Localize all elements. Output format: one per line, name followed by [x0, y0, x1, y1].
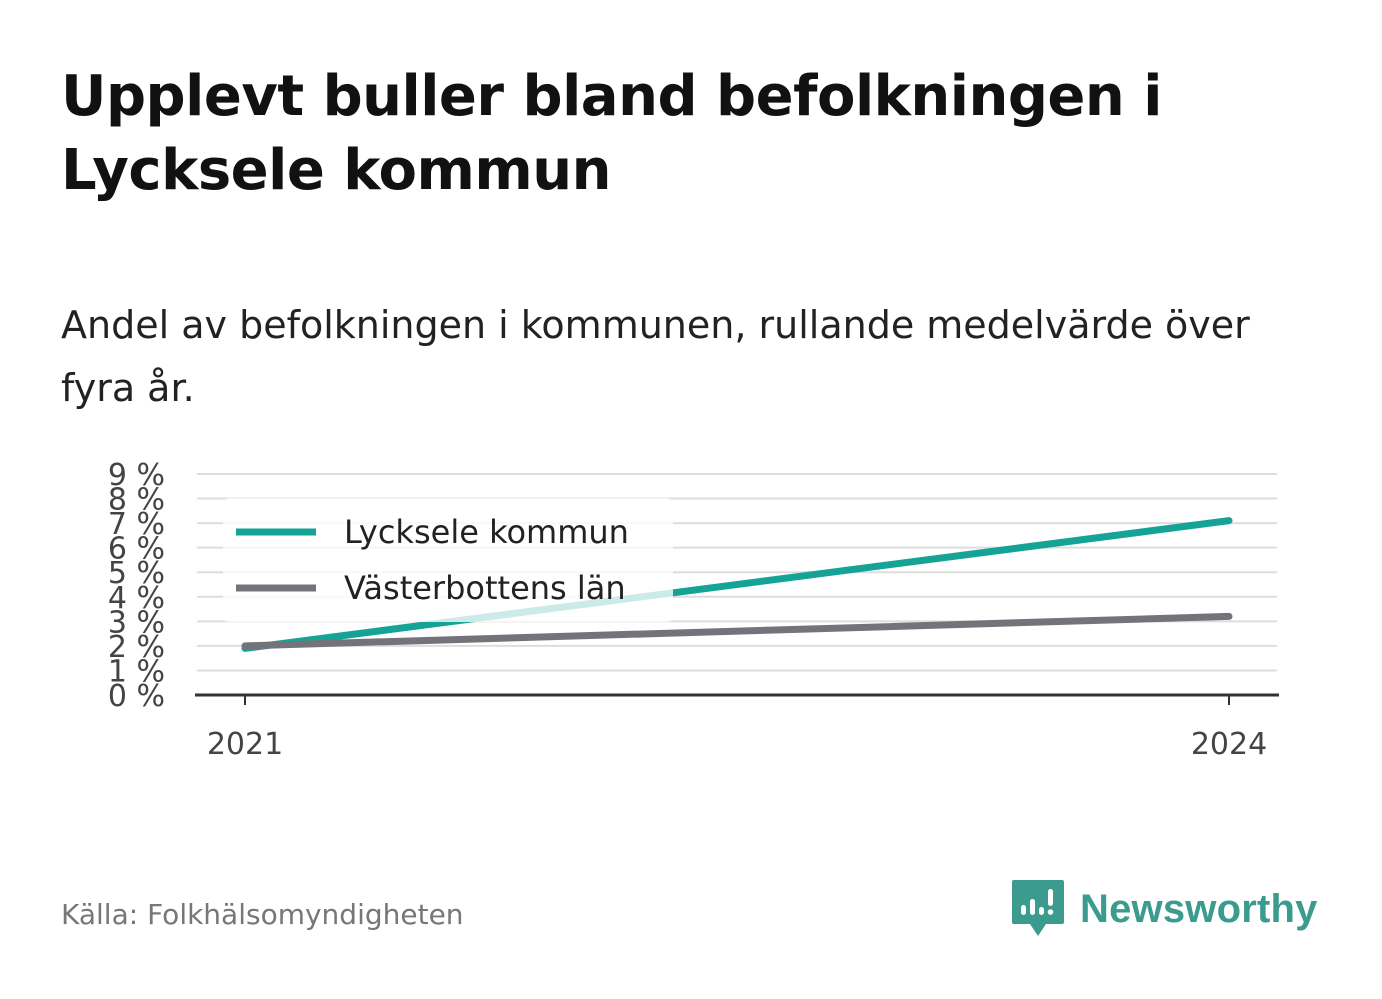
legend-label-vasterbotten: Västerbottens län: [344, 569, 626, 607]
y-tick-label: 7 %: [108, 507, 165, 542]
x-tick-label: 2024: [1191, 727, 1267, 762]
y-tick-label: 0 %: [108, 679, 165, 714]
y-tick-label: 4 %: [108, 581, 165, 616]
x-tick-label: 2021: [207, 727, 283, 762]
chart-subtitle: Andel av befolkningen i kommunen, rullan…: [61, 303, 1250, 410]
y-tick-label: 3 %: [108, 605, 165, 640]
y-tick-label: 1 %: [108, 654, 165, 689]
y-tick-label: 8 %: [108, 483, 165, 518]
y-tick-label: 5 %: [108, 556, 165, 591]
legend-background: [223, 498, 673, 622]
newsworthy-logo-text: Newsworthy: [1080, 886, 1318, 931]
source-note: Källa: Folkhälsomyndigheten: [61, 898, 464, 931]
legend: Lycksele kommun Västerbottens län: [223, 498, 673, 622]
y-tick-label: 6 %: [108, 532, 165, 567]
legend-label-lycksele: Lycksele kommun: [344, 513, 629, 551]
x-axis: 2021 2024: [195, 693, 1279, 762]
series-line-lycksele: [241, 517, 1233, 652]
line-chart: 0 %1 %2 %3 %4 %5 %6 %7 %8 %9 % Lycksele …: [108, 458, 1279, 762]
newsworthy-logo: Newsworthy: [1010, 878, 1318, 940]
y-axis-ticks: 0 %1 %2 %3 %4 %5 %6 %7 %8 %9 %: [108, 458, 165, 714]
series-lines: [241, 517, 1233, 652]
newsworthy-logo-icon: [1012, 880, 1064, 936]
y-tick-label: 2 %: [108, 630, 165, 665]
series-line-vasterbotten: [241, 612, 1233, 650]
chart-title: Upplevt buller bland befolkningen i Lyck…: [61, 64, 1162, 203]
y-tick-label: 9 %: [108, 458, 165, 493]
